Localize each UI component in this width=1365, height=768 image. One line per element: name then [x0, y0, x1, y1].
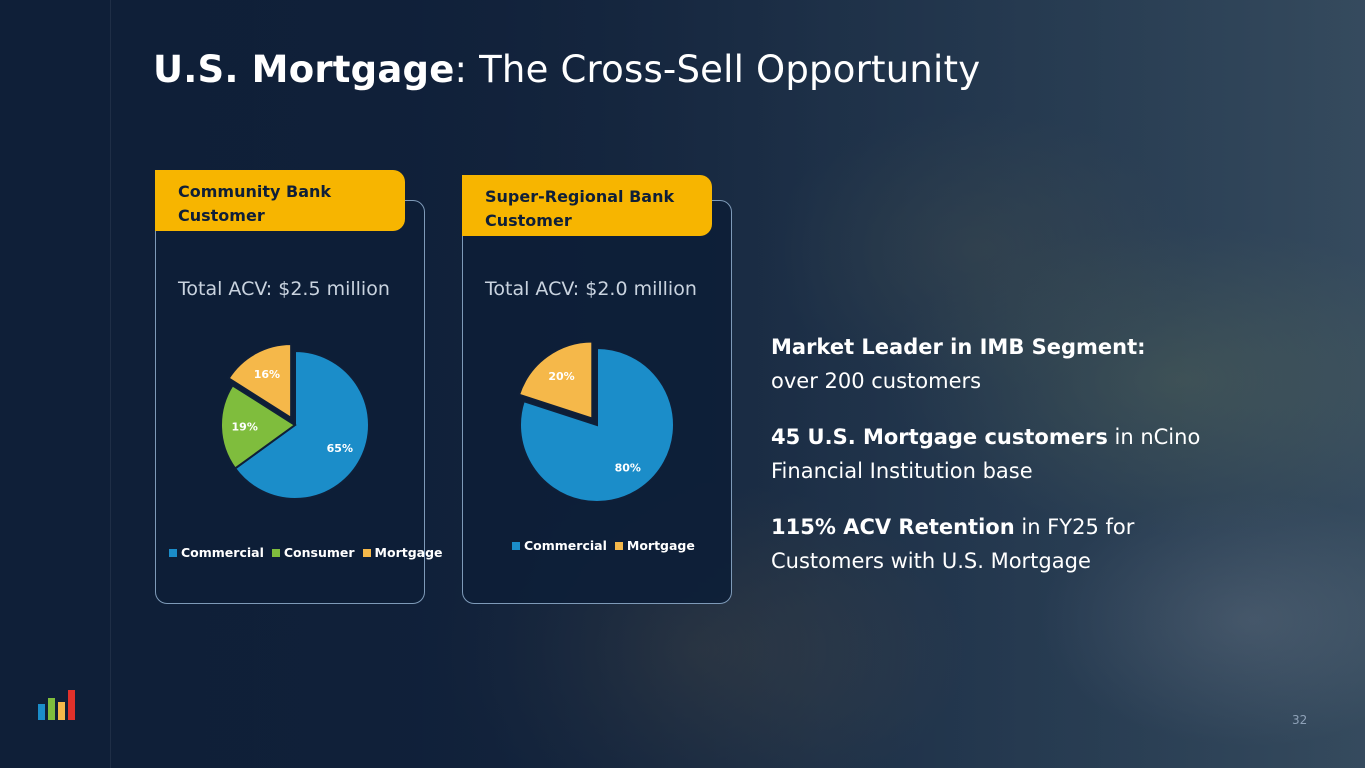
- legend-swatch-mortgage: [362, 548, 371, 557]
- community-bank-header: Community Bank Customer: [155, 170, 405, 231]
- logo-bar-2: [48, 698, 55, 720]
- legend-item-commercial: Commercial: [512, 538, 607, 553]
- community-bank-card: [155, 200, 425, 604]
- key-stat-2-strong: 45 U.S. Mortgage customers: [771, 425, 1108, 449]
- legend-label-commercial: Commercial: [181, 545, 264, 560]
- key-stat-1-rest: over 200 customers: [771, 369, 982, 393]
- pie-slice-commercial: [233, 349, 370, 500]
- slide-title: U.S. Mortgage: The Cross-Sell Opportunit…: [153, 48, 980, 91]
- pie-slice-mortgage: [517, 340, 594, 420]
- pie-slice-mortgage: [227, 342, 293, 420]
- ncino-bars-logo: [38, 690, 75, 720]
- super-regional-bank-pie: 80% 20%: [517, 340, 675, 503]
- left-divider: [110, 0, 111, 768]
- logo-bar-3: [58, 702, 65, 720]
- legend-swatch-consumer: [271, 548, 280, 557]
- logo-bar-1: [38, 704, 45, 720]
- super-regional-bank-legend: Commercial Mortgage: [512, 538, 695, 553]
- legend-label-commercial: Commercial: [524, 538, 607, 553]
- slide-title-rest: : The Cross-Sell Opportunity: [454, 48, 981, 91]
- logo-bar-4: [68, 690, 75, 720]
- pie-label-commercial: 65%: [327, 442, 353, 455]
- key-stat-1: Market Leader in IMB Segment: over 200 cu…: [771, 330, 1211, 398]
- key-stat-2-rest: in nCino Financial Institution base: [771, 425, 1201, 483]
- pie-label-consumer: 19%: [232, 421, 258, 434]
- legend-item-mortgage: Mortgage: [614, 538, 695, 553]
- legend-swatch-commercial: [512, 541, 520, 550]
- legend-swatch-commercial: [169, 548, 177, 557]
- pie-slice-commercial: [519, 346, 675, 503]
- legend-label-consumer: Consumer: [283, 545, 355, 560]
- community-bank-header-text: Community Bank Customer: [178, 182, 332, 225]
- key-stat-1-strong: Market Leader in IMB Segment:: [771, 335, 1146, 359]
- legend-label-mortgage: Mortgage: [374, 545, 443, 560]
- key-stat-3-strong: 115% ACV Retention: [771, 515, 1015, 539]
- pie-slice-consumer: [220, 383, 297, 470]
- key-stat-3-rest: in FY25 for Customers with U.S. Mortgage: [771, 515, 1135, 573]
- legend-item-consumer: Consumer: [271, 545, 355, 560]
- super-regional-bank-acv: Total ACV: $2.0 million: [485, 278, 697, 300]
- legend-item-mortgage: Mortgage: [362, 545, 443, 560]
- super-regional-bank-header-text: Super-Regional Bank Customer: [485, 187, 675, 230]
- community-bank-pie: 65% 19% 16%: [220, 342, 370, 500]
- community-bank-acv: Total ACV: $2.5 million: [178, 278, 390, 300]
- pie-label-mortgage: 20%: [548, 370, 574, 383]
- legend-label-mortgage: Mortgage: [626, 538, 695, 553]
- legend-item-commercial: Commercial: [169, 545, 264, 560]
- key-stat-2: 45 U.S. Mortgage customers in nCino Fina…: [771, 420, 1211, 488]
- key-stats: Market Leader in IMB Segment: over 200 cu…: [771, 330, 1211, 600]
- legend-swatch-mortgage: [614, 541, 623, 550]
- super-regional-bank-header: Super-Regional Bank Customer: [462, 175, 712, 236]
- pie-label-mortgage: 16%: [254, 368, 280, 381]
- key-stat-3: 115% ACV Retention in FY25 for Customers…: [771, 510, 1211, 578]
- pie-label-commercial: 80%: [615, 461, 641, 474]
- slide-title-bold: U.S. Mortgage: [153, 48, 455, 91]
- page-number: 32: [1292, 713, 1308, 727]
- community-bank-legend: Commercial Consumer Mortgage: [169, 545, 443, 560]
